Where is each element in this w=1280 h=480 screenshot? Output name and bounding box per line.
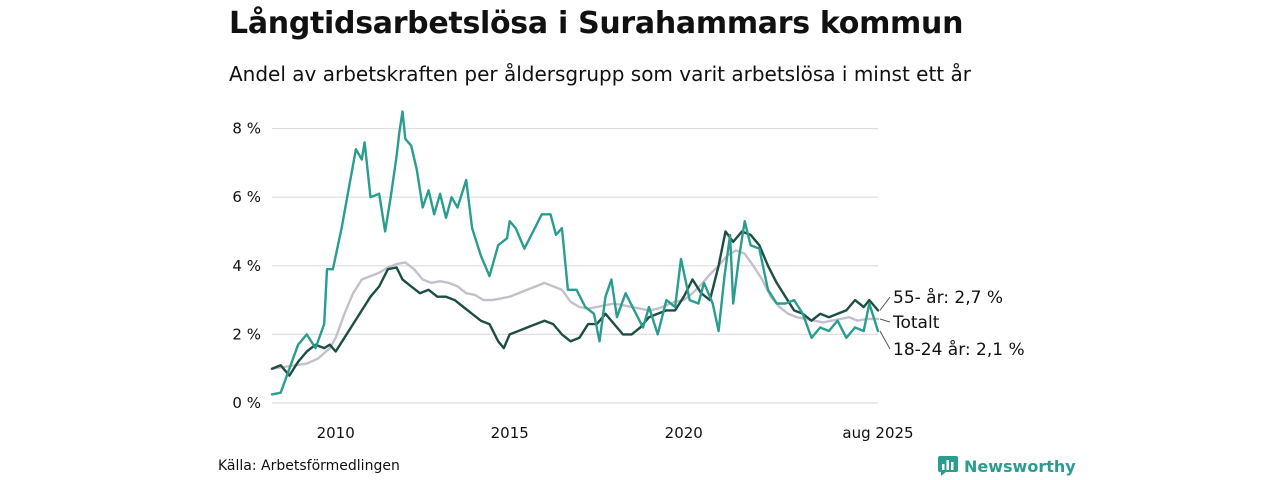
- series-line-age_55: [270, 230, 880, 377]
- series-end-labels: Totalt 55- år: 2,7 % 18-24 år: 2,1 %: [879, 287, 1025, 360]
- series-end-label: 55- år: 2,7 %: [893, 287, 1003, 308]
- label-leader-line: [879, 318, 891, 323]
- series-end-label: Totalt: [892, 313, 940, 333]
- x-tick-label: 2015: [491, 424, 529, 442]
- y-tick-label: 0 %: [232, 394, 261, 412]
- source-note: Källa: Arbetsförmedlingen: [218, 458, 400, 474]
- axis-labels: 0 % 2 % 4 % 6 % 8 % 2010 2015 2020 aug 2025: [232, 120, 913, 442]
- chart-subtitle: Andel av arbetskraften per åldersgrupp s…: [229, 62, 971, 86]
- x-tick-label: aug 2025: [842, 424, 913, 442]
- brand-name: Newsworthy: [964, 456, 1076, 476]
- series-end-label: 18-24 år: 2,1 %: [893, 339, 1025, 360]
- x-tick-label: 2020: [665, 424, 703, 442]
- label-leader-line: [879, 296, 891, 311]
- series-line-age_18_24: [270, 110, 880, 396]
- chart-title: Långtidsarbetslösa i Surahammars kommun: [229, 6, 964, 41]
- y-tick-label: 4 %: [232, 257, 261, 275]
- series-lines: [270, 110, 880, 396]
- y-tick-label: 2 %: [232, 325, 261, 343]
- newsworthy-logo[interactable]: Newsworthy: [938, 456, 1076, 476]
- bar-chart-icon: [938, 456, 958, 476]
- y-tick-label: 6 %: [232, 188, 261, 206]
- gridlines: [272, 127, 878, 404]
- x-tick-label: 2010: [317, 424, 355, 442]
- y-tick-label: 8 %: [232, 120, 261, 138]
- label-leader-line: [879, 330, 891, 350]
